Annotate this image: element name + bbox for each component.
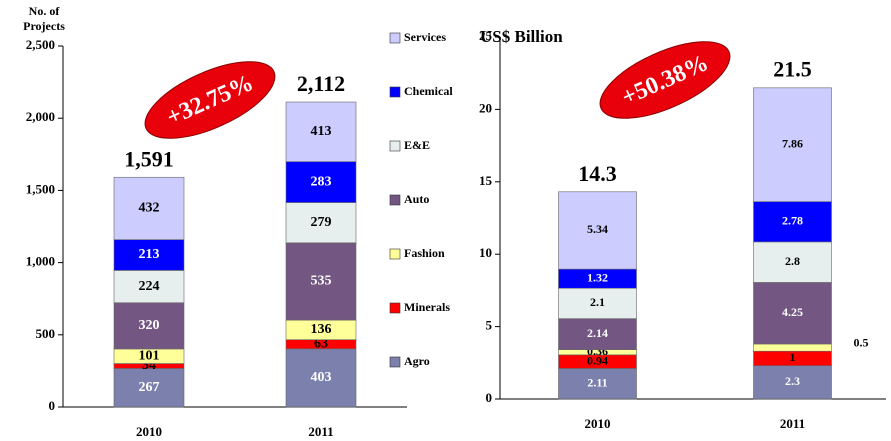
y-axis-title: No. of Projects — [23, 4, 65, 33]
bar-segment — [558, 191, 637, 270]
value-label: 279 — [311, 215, 332, 230]
value-label: 413 — [311, 124, 332, 139]
bar-segment — [285, 202, 357, 244]
legend-label: Auto — [404, 192, 429, 206]
y-tick-label: 10 — [479, 245, 492, 260]
value-label: 2.78 — [782, 214, 803, 228]
x-tick-label: 2011 — [308, 424, 333, 439]
total-label: 14.3 — [578, 161, 617, 186]
value-label: 403 — [311, 370, 332, 385]
legend-swatch — [389, 194, 401, 206]
value-label: 63 — [314, 336, 328, 351]
annotation-badge — [599, 41, 731, 119]
bar-segment — [285, 101, 357, 162]
total-label: 1,591 — [124, 146, 174, 171]
annotation-badge — [144, 61, 276, 139]
bar-segment — [558, 368, 637, 400]
annotation: +32.75% — [144, 61, 276, 139]
total-label: 21.5 — [773, 57, 812, 82]
value-label: 101 — [139, 348, 160, 363]
value-label: 1.32 — [587, 270, 608, 284]
value-label: 432 — [139, 201, 160, 216]
value-label: 2.1 — [590, 295, 605, 309]
bar-segment — [753, 201, 832, 243]
value-label: 5.34 — [587, 222, 608, 236]
bar-segment — [285, 161, 357, 203]
bar-segment — [285, 348, 357, 408]
legend-swatch — [389, 248, 401, 260]
value-label: 7.86 — [782, 136, 803, 150]
legend-swatch — [389, 32, 401, 44]
y-tick-label: 2,000 — [26, 109, 55, 124]
value-label: 213 — [139, 247, 160, 262]
value-label: 0.94 — [587, 353, 608, 367]
y-tick-label: 5 — [486, 318, 493, 333]
y-tick-label: 0 — [49, 398, 56, 413]
value-label: 535 — [311, 274, 332, 289]
legend-label: Chemical — [404, 84, 453, 98]
value-label: 1 — [790, 350, 796, 364]
value-label: 136 — [311, 322, 332, 337]
legend-swatch — [389, 302, 401, 314]
bar-segment — [113, 239, 185, 271]
y-tick-label: 500 — [36, 326, 56, 341]
bar-segment — [753, 241, 832, 283]
legend-swatch — [389, 86, 401, 98]
bar-segment — [113, 270, 185, 304]
y-tick-label: 15 — [479, 173, 493, 188]
y-tick-label: 1,000 — [26, 254, 55, 269]
value-label: 2.8 — [785, 254, 800, 268]
value-label: 224 — [139, 279, 160, 294]
value-label: 283 — [311, 174, 332, 189]
legend-label: Minerals — [404, 300, 450, 314]
y-tick-label: 1,500 — [26, 181, 55, 196]
bar-segment — [113, 368, 185, 408]
bar-segment — [753, 282, 832, 345]
bar-segment — [113, 176, 185, 240]
value-label: 320 — [139, 318, 160, 333]
x-tick-label: 2010 — [585, 416, 611, 431]
y-axis-title: US$ Billion — [480, 27, 563, 46]
bar-segment — [753, 87, 832, 202]
y-tick-label: 25 — [479, 28, 493, 43]
value-label: 2.3 — [785, 374, 800, 388]
bar-segment — [753, 365, 832, 400]
legend-swatch — [389, 140, 401, 152]
y-tick-label: 2,500 — [26, 37, 55, 52]
bar-segment — [753, 343, 832, 352]
x-tick-label: 2010 — [136, 424, 162, 439]
bar-segment — [558, 318, 637, 350]
y-tick-label: 0 — [486, 390, 493, 405]
value-label: 0.5 — [854, 335, 869, 349]
total-label: 2,112 — [297, 71, 345, 96]
legend-label: Agro — [404, 354, 430, 368]
legend-swatch — [389, 356, 401, 368]
bar-segment — [113, 302, 185, 350]
legend-label: E&E — [404, 138, 430, 152]
value-label: 4.25 — [782, 305, 803, 319]
bar-segment — [558, 287, 637, 319]
value-label: 2.14 — [587, 326, 608, 340]
legend-label: Services — [404, 30, 446, 44]
y-tick-label: 20 — [479, 100, 492, 115]
legend-label: Fashion — [404, 246, 445, 260]
value-label: 267 — [139, 380, 160, 395]
annotation: +50.38% — [599, 41, 731, 119]
value-label: 2.11 — [587, 375, 607, 389]
x-tick-label: 2011 — [780, 416, 805, 431]
